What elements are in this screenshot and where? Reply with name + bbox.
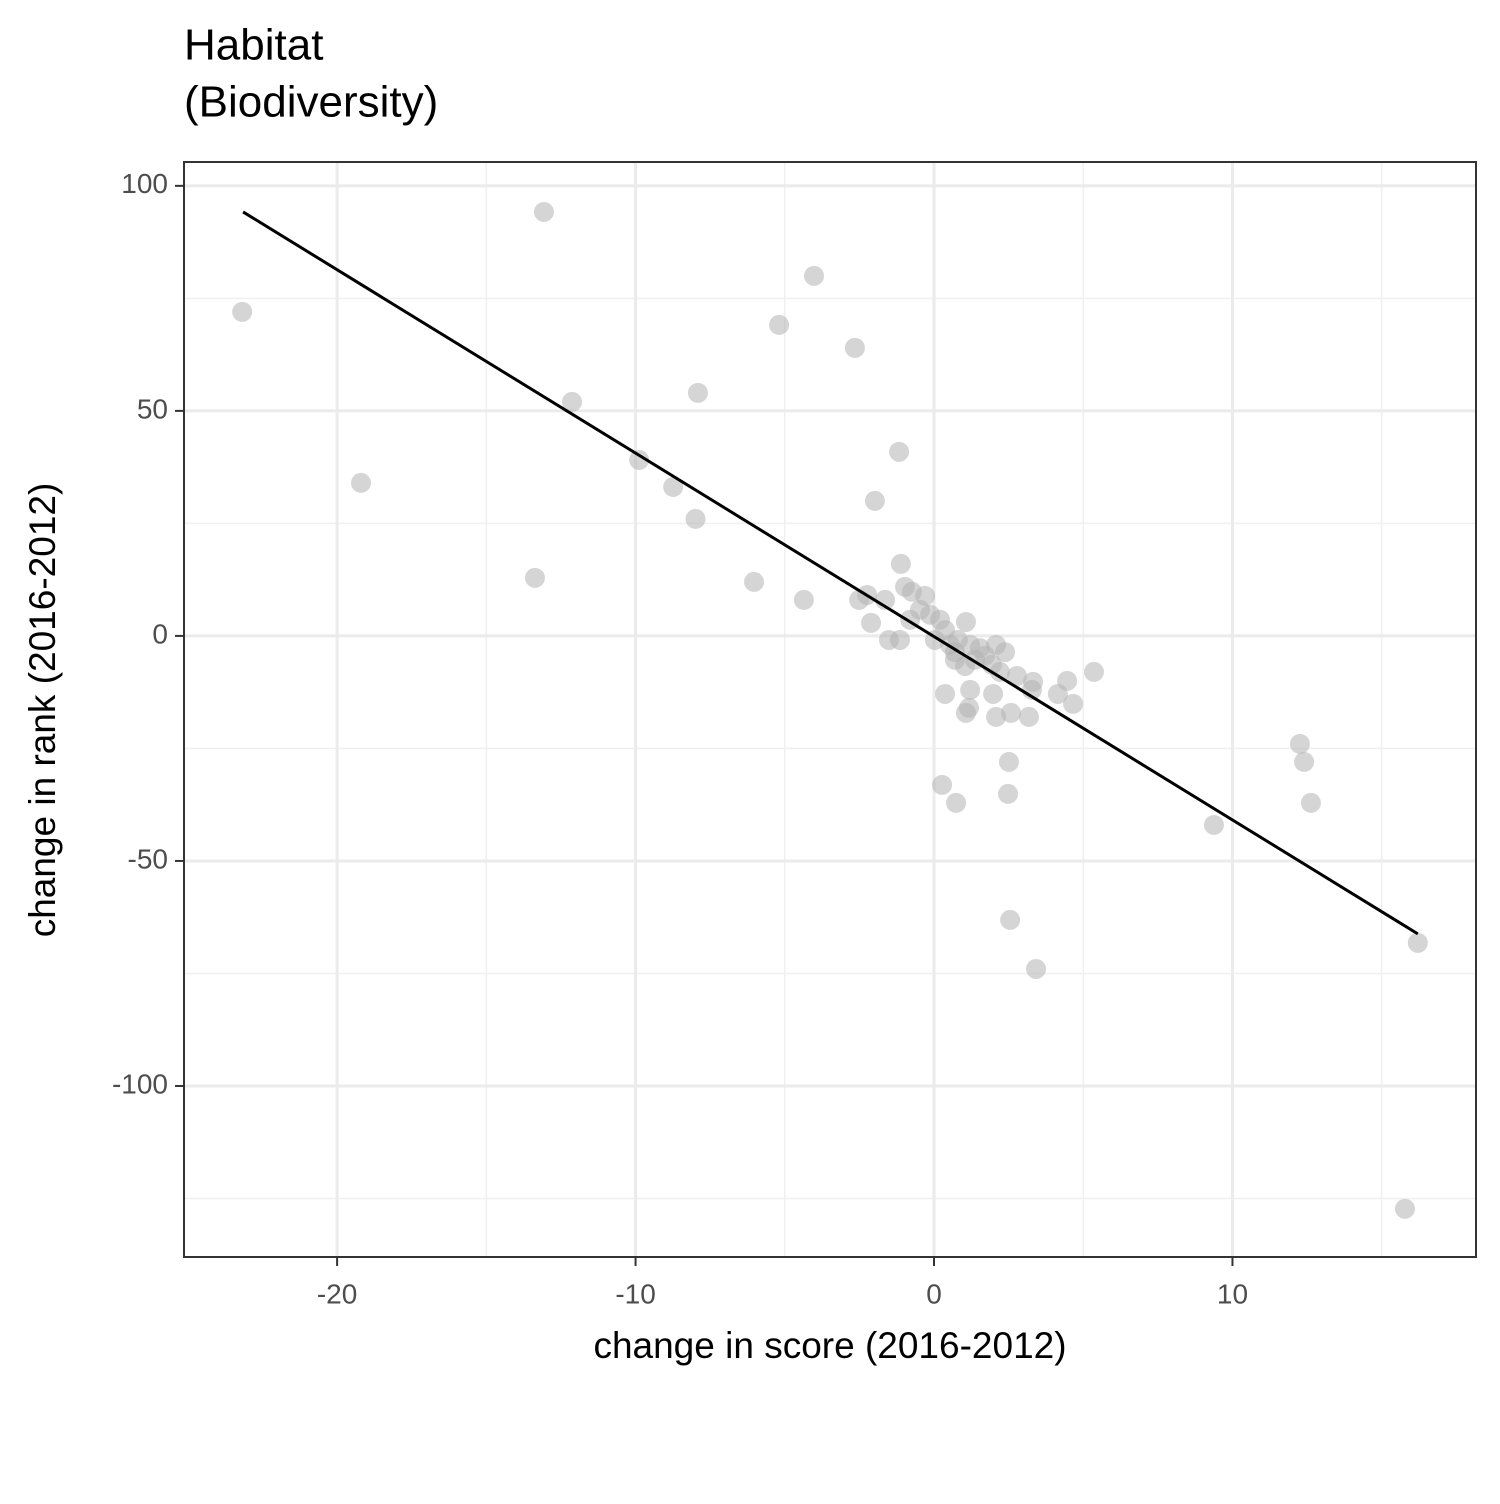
y-tick-label: 50	[137, 393, 168, 424]
point	[232, 301, 253, 322]
point	[1006, 665, 1027, 686]
chart-title: (Biodiversity)	[184, 78, 438, 127]
point	[350, 472, 371, 493]
point	[663, 476, 684, 497]
point	[1407, 932, 1428, 953]
x-tick-label: 0	[926, 1278, 942, 1309]
point	[1063, 693, 1084, 714]
point	[889, 629, 910, 650]
point	[989, 661, 1010, 682]
point	[960, 679, 981, 700]
point	[769, 314, 790, 335]
point	[998, 751, 1019, 772]
point	[629, 449, 650, 470]
point	[1203, 814, 1224, 835]
point	[1300, 792, 1321, 813]
x-tick-label: -20	[317, 1278, 357, 1309]
x-axis-title: change in score (2016-2012)	[593, 1325, 1066, 1366]
point	[744, 571, 765, 592]
y-tick-label: -100	[112, 1068, 168, 1099]
point	[955, 611, 976, 632]
point	[955, 702, 976, 723]
point	[889, 441, 910, 462]
point	[687, 382, 708, 403]
x-tick-label: 10	[1217, 1278, 1248, 1309]
point	[1083, 661, 1104, 682]
point	[1294, 751, 1315, 772]
point	[793, 589, 814, 610]
point	[890, 553, 911, 574]
point	[524, 567, 545, 588]
point	[561, 391, 582, 412]
point	[1018, 706, 1039, 727]
point	[998, 783, 1019, 804]
point	[935, 683, 956, 704]
point	[983, 683, 1004, 704]
point	[685, 508, 706, 529]
point	[804, 265, 825, 286]
point	[1057, 670, 1078, 691]
point	[1394, 1198, 1415, 1219]
point	[533, 201, 554, 222]
point	[1001, 702, 1022, 723]
point	[861, 612, 882, 633]
y-tick-label: -50	[128, 843, 168, 874]
point	[1289, 733, 1310, 754]
y-tick-label: 0	[152, 618, 168, 649]
y-axis-title: change in rank (2016-2012)	[22, 483, 63, 938]
plot-border	[183, 161, 1477, 1258]
trend-line	[242, 210, 1419, 936]
point	[844, 337, 865, 358]
point	[932, 774, 953, 795]
chart-title: Habitat	[184, 21, 323, 70]
point	[946, 792, 967, 813]
point	[1026, 958, 1047, 979]
point	[995, 642, 1016, 663]
point	[1000, 909, 1021, 930]
point	[864, 490, 885, 511]
y-tick-label: 100	[121, 168, 168, 199]
x-tick-label: -10	[615, 1278, 655, 1309]
